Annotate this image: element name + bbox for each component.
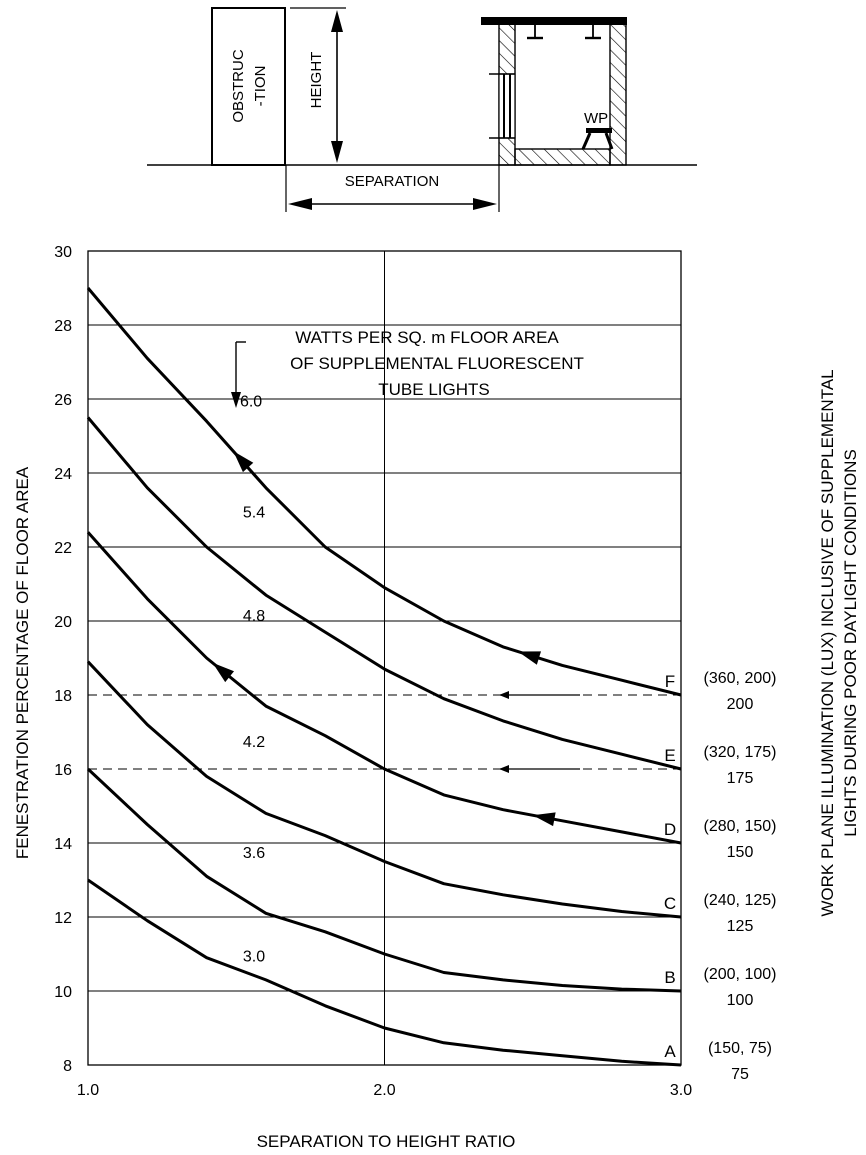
series-illum-value-E: 175 — [727, 770, 754, 787]
series-watts-A: 3.0 — [243, 948, 265, 965]
y-tick-24: 24 — [54, 466, 72, 483]
series-illum-value-B: 100 — [727, 992, 754, 1009]
series-letter-A: A — [664, 1042, 676, 1061]
y-tick-12: 12 — [54, 910, 72, 927]
annotation-line-3: TUBE LIGHTS — [378, 380, 489, 399]
series-letter-D: D — [664, 820, 676, 839]
y-tick-8: 8 — [63, 1058, 72, 1075]
dashed-reference-lines — [88, 691, 681, 773]
series-watts-C: 4.2 — [243, 734, 265, 751]
series-line-D — [86, 531, 682, 845]
series-watts-B: 3.6 — [243, 845, 265, 862]
series-illum-D: (280, 150) — [704, 818, 777, 835]
y-axis-title: FENESTRATION PERCENTAGE OF FLOOR AREA — [13, 466, 32, 859]
x-tick-labels: 1.0 2.0 3.0 — [77, 1082, 692, 1099]
series-letter-C: C — [664, 894, 676, 913]
watts-annotation: WATTS PER SQ. m FLOOR AREA OF SUPPLEMENT… — [231, 328, 584, 408]
series-watts-F: 6.0 — [240, 393, 262, 410]
series-line-C — [86, 660, 682, 919]
building-section — [481, 17, 627, 166]
y-tick-22: 22 — [54, 540, 72, 557]
sep-arrow-left — [288, 198, 312, 210]
series-direction-arrows — [212, 451, 556, 827]
arrow-F-right — [517, 651, 542, 665]
y-tick-28: 28 — [54, 318, 72, 335]
series-line-E — [86, 416, 682, 771]
sep-arrow-right — [473, 198, 497, 210]
arrow-F-left — [233, 451, 254, 473]
series-line-F — [86, 287, 682, 697]
y-tick-10: 10 — [54, 984, 72, 1001]
y-tick-30: 30 — [54, 244, 72, 261]
x-tick-3.0: 3.0 — [670, 1082, 692, 1099]
series-watts-E: 5.4 — [243, 504, 265, 521]
series-labels: A (150, 75) 75 3.0 B (200, 100) 100 3.6 C (240, 1… — [240, 393, 777, 1083]
series-watts-D: 4.8 — [243, 608, 265, 625]
x-axis-title: SEPARATION TO HEIGHT RATIO — [257, 1132, 516, 1151]
annotation-line-1: WATTS PER SQ. m FLOOR AREA — [295, 328, 559, 347]
series-illum-E: (320, 175) — [704, 744, 777, 761]
wp-label: WP — [584, 110, 608, 127]
height-label: HEIGHT — [308, 52, 325, 109]
separation-label: SEPARATION — [345, 173, 439, 190]
x-tick-2.0: 2.0 — [373, 1082, 395, 1099]
right-axis-title-2: LIGHTS DURING POOR DAYLIGHT CONDITIONS — [841, 449, 860, 837]
series-illum-value-C: 125 — [727, 918, 754, 935]
arrow-D-right — [532, 812, 556, 827]
x-tick-1.0: 1.0 — [77, 1082, 99, 1099]
y-tick-16: 16 — [54, 762, 72, 779]
series-illum-B: (200, 100) — [704, 966, 777, 983]
series-illum-F: (360, 200) — [704, 670, 777, 687]
schematic: OBSTRUC -TION HEIGHT SEPARATION — [147, 7, 697, 212]
series-illum-value-D: 150 — [727, 844, 754, 861]
y-tick-labels: 8 10 12 14 16 18 20 22 24 26 28 30 — [54, 244, 72, 1075]
series-letter-E: E — [664, 746, 675, 765]
obstruction-block — [211, 7, 286, 166]
series-illum-value-A: 75 — [731, 1066, 749, 1083]
y-tick-14: 14 — [54, 836, 72, 853]
y-tick-18: 18 — [54, 688, 72, 705]
series-illum-value-F: 200 — [727, 696, 754, 713]
height-arrow-down — [331, 141, 343, 163]
obstruction-label-2: -TION — [252, 66, 269, 107]
obstruction-label-1: OBSTRUC — [230, 49, 247, 123]
arrow-D-left — [212, 662, 235, 683]
series-letter-B: B — [664, 968, 675, 987]
chart-plot-area: 1.0 2.0 3.0 8 10 12 14 16 18 20 22 24 26 28 30 A (150,… — [54, 244, 776, 1099]
grid — [87, 250, 682, 1066]
y-tick-20: 20 — [54, 614, 72, 631]
series-line-B — [86, 767, 682, 993]
series-illum-C: (240, 125) — [704, 892, 777, 909]
series-illum-A: (150, 75) — [708, 1040, 772, 1057]
y-tick-26: 26 — [54, 392, 72, 409]
series-line-A — [87, 878, 682, 1067]
annotation-line-2: OF SUPPLEMENTAL FLUORESCENT — [290, 354, 584, 373]
series-letter-F: F — [665, 672, 675, 691]
series-curves — [86, 287, 682, 1067]
right-axis-title-1: WORK PLANE ILLUMINATION (LUX) INCLUSIVE … — [818, 369, 837, 916]
height-arrow-up — [331, 10, 343, 32]
